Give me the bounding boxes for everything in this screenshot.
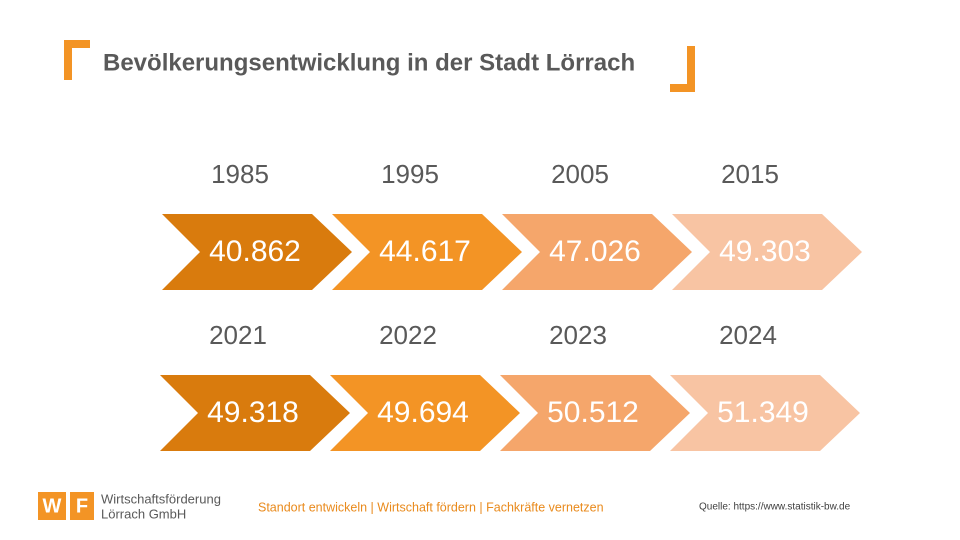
chevron (160, 375, 350, 451)
logo-letter: W (43, 495, 62, 517)
bracket-right (670, 46, 695, 92)
year: 1985 (211, 159, 269, 189)
year: 2005 (551, 159, 609, 189)
logo: W F (38, 492, 94, 520)
year: 2023 (549, 320, 607, 350)
chevron (500, 375, 690, 451)
chevron (502, 214, 692, 290)
population: 49.318 (207, 396, 299, 429)
title: Bevölkerungsentwicklung in der Stadt Lör… (103, 49, 635, 76)
population: 49.694 (377, 396, 469, 429)
year: 2015 (721, 159, 779, 189)
tagline: Standort entwickeln | Wirtschaft fördern… (258, 500, 604, 514)
chevron (330, 375, 520, 451)
logo-letter: F (76, 495, 88, 517)
population: 49.303 (719, 235, 811, 268)
organization: Wirtschaftsförderung (101, 491, 221, 506)
year: 2021 (209, 320, 267, 350)
source: Quelle: https://www.statistik-bw.de (699, 502, 851, 513)
logo-box (38, 492, 66, 520)
population: 51.349 (717, 396, 809, 429)
population: 44.617 (379, 235, 471, 268)
population: 50.512 (547, 396, 639, 429)
chevron (672, 214, 862, 290)
chevron (332, 214, 522, 290)
organization: Lörrach GmbH (101, 506, 186, 521)
year: 2022 (379, 320, 437, 350)
chevron (670, 375, 860, 451)
chevron (162, 214, 352, 290)
bracket-left (64, 40, 90, 80)
year: 2024 (719, 320, 777, 350)
population: 40.862 (209, 235, 301, 268)
population: 47.026 (549, 235, 641, 268)
logo-box (70, 492, 94, 520)
year: 1995 (381, 159, 439, 189)
